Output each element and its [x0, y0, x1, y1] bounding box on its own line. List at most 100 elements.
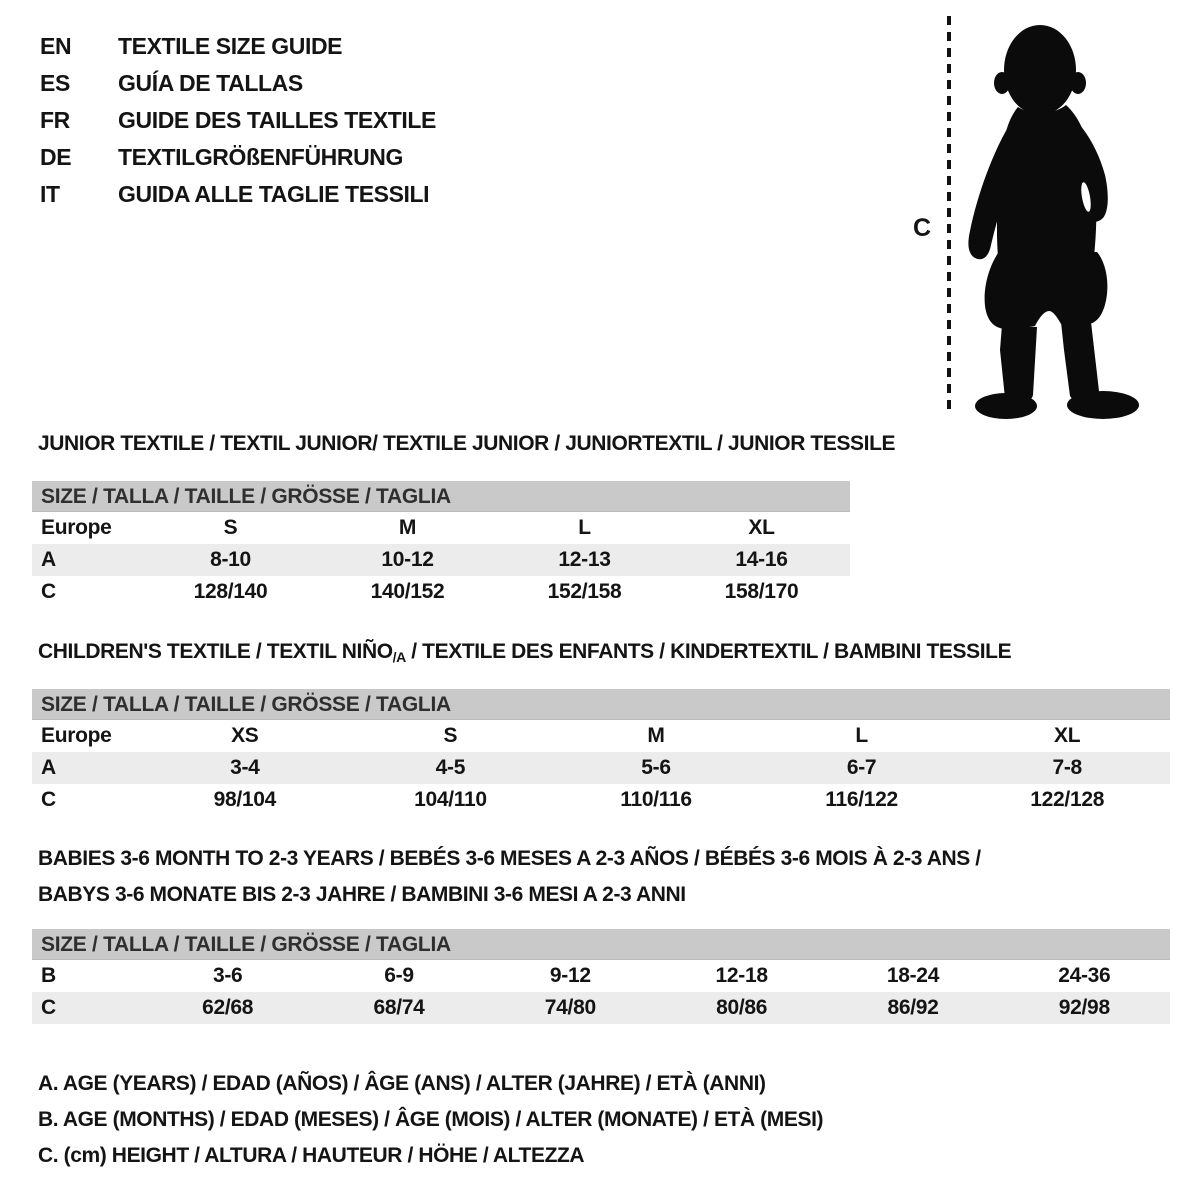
language-title: GUÍA DE TALLAS: [118, 70, 303, 96]
children-title-pre: CHILDREN'S TEXTILE / TEXTIL NIÑO: [38, 640, 393, 663]
age-cell: 10-12: [381, 548, 434, 571]
age-cell: 6-7: [846, 756, 877, 779]
size-cell: XL: [748, 516, 775, 539]
silhouette-shorts: [984, 252, 1108, 329]
age-cell: 12-13: [558, 548, 611, 571]
row-label: Europe: [41, 516, 112, 539]
row-label: B: [41, 964, 56, 987]
age-cell: 4-5: [435, 756, 466, 779]
silhouette-right-arm: [1064, 113, 1108, 222]
language-row-es: ES GUÍA DE TALLAS: [40, 65, 436, 102]
size-cell: L: [855, 724, 868, 747]
size-cell: M: [647, 724, 665, 747]
language-code: ES: [40, 70, 70, 96]
months-cell: 18-24: [886, 964, 940, 987]
height-cell: 116/122: [825, 788, 898, 811]
silhouette-left-ear: [994, 72, 1010, 94]
height-cell: 104/110: [414, 788, 487, 811]
height-cell: 128/140: [193, 580, 268, 603]
silhouette-left-arm: [968, 121, 1023, 260]
size-header-bar: SIZE / TALLA / TAILLE / GRÖSSE / TAGLIA: [32, 689, 1170, 720]
row-label: A: [41, 548, 56, 571]
language-title-list: EN TEXTILE SIZE GUIDE ES GUÍA DE TALLAS …: [40, 28, 436, 213]
size-cell: S: [443, 724, 458, 747]
height-dashed-line: [947, 16, 951, 416]
age-cell: 7-8: [1052, 756, 1082, 779]
size-cell: L: [578, 516, 591, 539]
months-cell: 24-36: [1058, 964, 1111, 987]
months-cell: 3-6: [212, 964, 243, 987]
silhouette-right-leg: [1061, 322, 1099, 401]
months-cell: 6-9: [384, 964, 414, 987]
height-cell: 122/128: [1030, 788, 1105, 811]
babies-section-title-line2: BABYS 3-6 MONATE BIS 2-3 JAHRE / BAMBINI…: [38, 883, 686, 906]
size-cell: M: [398, 516, 417, 539]
height-measure-label: C: [913, 214, 932, 242]
language-row-en: EN TEXTILE SIZE GUIDE: [40, 28, 436, 65]
size-cell: S: [223, 516, 238, 539]
junior-size-table: SIZE / TALLA / TAILLE / GRÖSSE / TAGLIA …: [32, 481, 850, 608]
age-cell: 8-10: [210, 548, 251, 571]
junior-section-title: JUNIOR TEXTILE / TEXTIL JUNIOR/ TEXTILE …: [38, 432, 896, 455]
silhouette-left-foot: [975, 393, 1037, 419]
babies-section-title-line1: BABIES 3-6 MONTH TO 2-3 YEARS / BEBÉS 3-…: [38, 847, 981, 870]
silhouette-hand-gap: [1081, 182, 1091, 212]
silhouette-right-foot: [1067, 391, 1139, 419]
row-label: Europe: [41, 724, 112, 747]
silhouette-head: [1004, 25, 1076, 115]
height-cell: 158/170: [724, 580, 799, 603]
height-cell: 98/104: [213, 788, 277, 811]
children-section-title: CHILDREN'S TEXTILE / TEXTIL NIÑO/A / TEX…: [38, 640, 1012, 665]
language-title: GUIDA ALLE TAGLIE TESSILI: [118, 181, 430, 207]
language-row-it: IT GUIDA ALLE TAGLIE TESSILI: [40, 176, 436, 213]
row-label: C: [41, 788, 56, 811]
height-cell: 110/116: [620, 788, 692, 811]
age-cell: 3-4: [230, 756, 260, 779]
table-row-age: A 8-10 10-12 12-13 14-16: [32, 544, 850, 576]
babies-size-table: SIZE / TALLA / TAILLE / GRÖSSE / TAGLIA …: [32, 929, 1170, 1024]
height-cell: 152/158: [547, 580, 622, 603]
language-code: IT: [40, 181, 60, 207]
size-header-bar: SIZE / TALLA / TAILLE / GRÖSSE / TAGLIA: [32, 929, 1170, 960]
table-row-height: C 128/140 140/152 152/158 158/170: [32, 576, 850, 608]
measure-legend: A. AGE (YEARS) / EDAD (AÑOS) / ÂGE (ANS)…: [38, 1066, 824, 1174]
children-title-post: / TEXTILE DES ENFANTS / KINDERTEXTIL / B…: [405, 640, 1012, 663]
row-label: C: [41, 996, 56, 1019]
months-cell: 12-18: [715, 964, 769, 987]
silhouette-torso: [996, 105, 1097, 257]
table-row-height: C 98/104 104/110 110/116 116/122 122/128: [32, 784, 1170, 816]
table-row-europe: Europe XS S M L XL: [32, 720, 1170, 752]
height-cell: 68/74: [373, 996, 425, 1019]
height-cell: 62/68: [202, 996, 254, 1019]
table-row-europe: Europe S M L XL: [32, 512, 850, 544]
language-title: GUIDE DES TAILLES TEXTILE: [118, 107, 436, 133]
language-row-de: DE TEXTILGRÖßENFÜHRUNG: [40, 139, 436, 176]
silhouette-right-ear: [1070, 72, 1086, 94]
age-cell: 14-16: [735, 548, 788, 571]
size-cell: XS: [231, 724, 259, 747]
children-size-table: SIZE / TALLA / TAILLE / GRÖSSE / TAGLIA …: [32, 689, 1170, 816]
height-cell: 80/86: [716, 996, 768, 1019]
height-cell: 140/152: [370, 580, 445, 603]
toddler-silhouette-figure: [968, 25, 1139, 419]
legend-height-cm: C. (cm) HEIGHT / ALTURA / HAUTEUR / HÖHE…: [38, 1144, 585, 1167]
row-label: A: [41, 756, 56, 779]
height-cell: 74/80: [544, 996, 596, 1019]
table-row-months: B 3-6 6-9 9-12 12-18 18-24 24-36: [32, 960, 1170, 992]
months-cell: 9-12: [549, 964, 591, 987]
row-label: C: [41, 580, 56, 603]
language-title: TEXTILE SIZE GUIDE: [118, 33, 343, 59]
language-code: EN: [40, 33, 72, 59]
language-code: FR: [40, 107, 70, 133]
silhouette-left-leg: [1000, 325, 1037, 404]
language-code: DE: [40, 144, 72, 170]
legend-age-months: B. AGE (MONTHS) / EDAD (MESES) / ÂGE (MO…: [38, 1108, 824, 1131]
language-row-fr: FR GUIDE DES TAILLES TEXTILE: [40, 102, 436, 139]
language-title: TEXTILGRÖßENFÜHRUNG: [118, 144, 403, 170]
legend-age-years: A. AGE (YEARS) / EDAD (AÑOS) / ÂGE (ANS)…: [38, 1072, 766, 1095]
children-title-sub: /A: [392, 649, 407, 665]
table-row-height: C 62/68 68/74 74/80 80/86 86/92 92/98: [32, 992, 1170, 1024]
table-row-age: A 3-4 4-5 5-6 6-7 7-8: [32, 752, 1170, 784]
age-cell: 5-6: [641, 756, 671, 779]
size-header-bar: SIZE / TALLA / TAILLE / GRÖSSE / TAGLIA: [32, 481, 850, 512]
